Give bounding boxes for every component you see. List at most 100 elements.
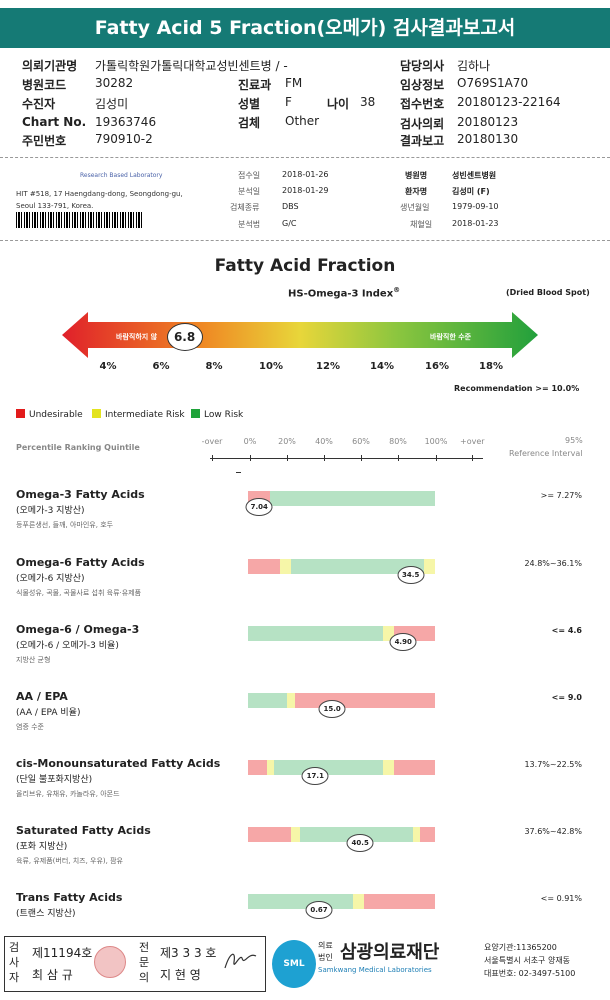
sample-value: 2018-01-26 bbox=[282, 170, 329, 179]
ref-header: 95% bbox=[565, 436, 583, 445]
omega-index-tick: 4% bbox=[99, 361, 117, 372]
role-specialist: 전문의 bbox=[138, 941, 150, 984]
footer: 검사자 제11194호 최 삼 규 전문의 제3 3 3 호 지 현 영 SML… bbox=[0, 936, 610, 996]
divider bbox=[0, 240, 610, 241]
logo-icon: SML bbox=[272, 940, 316, 988]
scale-tick-mark bbox=[212, 455, 213, 461]
row-name: Omega-6 Fatty Acids bbox=[16, 556, 145, 569]
scale-tick-mark bbox=[250, 455, 251, 461]
info-receipt: 접수번호 bbox=[400, 97, 445, 111]
row-description: 염증 수준 bbox=[16, 723, 44, 731]
row-korean-name: (포화 지방산) bbox=[16, 842, 68, 852]
org-type: 의료 bbox=[318, 941, 333, 950]
range-segment bbox=[248, 827, 291, 842]
lab-name: Research Based Laboratory bbox=[80, 172, 163, 179]
scale-tick-label: 0% bbox=[243, 437, 257, 446]
omega-index-tick: 12% bbox=[316, 361, 340, 372]
org-code: 요양기관:11365200 bbox=[484, 943, 557, 952]
reference-interval: 37.6%~42.8% bbox=[524, 827, 582, 836]
row-korean-name: (AA / EPA 비율) bbox=[16, 708, 81, 718]
range-segment bbox=[274, 760, 383, 775]
range-segment bbox=[423, 559, 435, 574]
info-age-value: 38 bbox=[360, 95, 376, 109]
omega-index-arrow: 바람직하지 않 바람직한 수준 bbox=[62, 312, 538, 358]
info-requester: 의뢰기관명 bbox=[22, 59, 78, 73]
scale-tick-label: 80% bbox=[389, 437, 407, 446]
undesirable-label: 바람직하지 않 bbox=[116, 332, 158, 341]
info-dept-value: FM bbox=[285, 76, 303, 90]
legend-swatch bbox=[92, 409, 101, 418]
result-marker: 4.90 bbox=[389, 633, 417, 651]
range-segment bbox=[248, 693, 288, 708]
org-address: 서울특별시 서초구 양재동 bbox=[484, 956, 571, 965]
range-segment bbox=[382, 626, 394, 641]
info-clinical: 임상정보 bbox=[400, 78, 445, 92]
barcode bbox=[16, 212, 144, 228]
row-description: 등푸른생선, 들깨, 아마인유, 호두 bbox=[16, 521, 114, 529]
org-type: 법인 bbox=[318, 953, 333, 962]
scale-tick-label: 20% bbox=[278, 437, 296, 446]
range-bar bbox=[248, 559, 435, 574]
scale-tick-label: 100% bbox=[424, 437, 448, 446]
report-title: Fatty Acid 5 Fraction(오메가) 검사결과보고서 bbox=[0, 8, 610, 48]
row-description: 지방산 균형 bbox=[16, 656, 51, 664]
range-segment bbox=[248, 894, 353, 909]
range-segment bbox=[291, 827, 301, 842]
sample-label: 분석일 bbox=[238, 187, 261, 196]
info-chart-value: 19363746 bbox=[95, 115, 157, 129]
info-clinical-value: O769S1A70 bbox=[457, 76, 529, 90]
sample-value: 2018-01-23 bbox=[452, 219, 499, 228]
specialist-name: 지 현 영 bbox=[160, 968, 201, 982]
row-name: Saturated Fatty Acids bbox=[16, 824, 151, 837]
row-description: 육류, 유제품(버터, 치즈, 우유), 팜유 bbox=[16, 857, 123, 865]
sample-label: 분석법 bbox=[238, 220, 261, 229]
omega-index-subtitle: HS-Omega-3 Index® bbox=[288, 286, 401, 300]
sample-value: 김성미 (F) bbox=[452, 187, 490, 196]
info-specimen: 검체 bbox=[238, 116, 261, 130]
result-marker: 40.5 bbox=[346, 834, 374, 852]
org-name: 삼광의료재단 bbox=[340, 942, 440, 963]
sample-value: DBS bbox=[282, 202, 299, 211]
result-marker: 17.1 bbox=[301, 767, 329, 785]
desirable-label: 바람직한 수준 bbox=[430, 332, 472, 341]
specialist-license: 제3 3 3 호 bbox=[160, 946, 217, 960]
signature-icon bbox=[224, 953, 257, 969]
range-segment bbox=[352, 894, 364, 909]
omega-index-tick: 16% bbox=[425, 361, 449, 372]
sample-value: 1979-09-10 bbox=[452, 202, 499, 211]
range-segment bbox=[279, 559, 291, 574]
info-request-date: 검사의뢰 bbox=[400, 117, 445, 131]
range-segment bbox=[270, 491, 435, 506]
reference-interval: <= 4.6 bbox=[551, 626, 582, 635]
scale-tick-label: 60% bbox=[352, 437, 370, 446]
omega-index-tick: 14% bbox=[370, 361, 394, 372]
sample-label: 채혈일 bbox=[410, 220, 433, 229]
info-patient: 수진자 bbox=[22, 97, 56, 111]
range-segment bbox=[248, 559, 280, 574]
info-receipt-value: 20180123-22164 bbox=[457, 95, 561, 109]
range-segment bbox=[382, 760, 394, 775]
sample-label: 환자명 bbox=[405, 187, 428, 196]
range-segment bbox=[363, 894, 435, 909]
omega-index-tick: 18% bbox=[479, 361, 503, 372]
scale-tick-mark bbox=[436, 455, 437, 461]
range-segment bbox=[412, 827, 420, 842]
info-hospital-code-value: 30282 bbox=[95, 76, 134, 90]
reference-interval: <= 0.91% bbox=[540, 894, 582, 903]
info-sex-value: F bbox=[285, 95, 292, 109]
info-sex: 성별 bbox=[238, 97, 261, 111]
range-segment bbox=[287, 693, 295, 708]
divider bbox=[0, 157, 610, 158]
result-marker: 34.5 bbox=[397, 566, 425, 584]
row-korean-name: (단일 불포화지방산) bbox=[16, 775, 93, 785]
range-segment bbox=[420, 827, 435, 842]
omega-index-value: 6.8 bbox=[166, 323, 203, 351]
info-report-date: 결과보고 bbox=[400, 134, 445, 148]
legend-swatch bbox=[16, 409, 25, 418]
sample-value: 2018-01-29 bbox=[282, 186, 329, 195]
recommendation: Recommendation >= 10.0% bbox=[454, 384, 580, 393]
range-bar bbox=[248, 827, 435, 842]
info-specimen-value: Other bbox=[285, 114, 320, 128]
scale-tick-label: +over bbox=[460, 437, 485, 446]
scale-dash bbox=[236, 472, 241, 473]
